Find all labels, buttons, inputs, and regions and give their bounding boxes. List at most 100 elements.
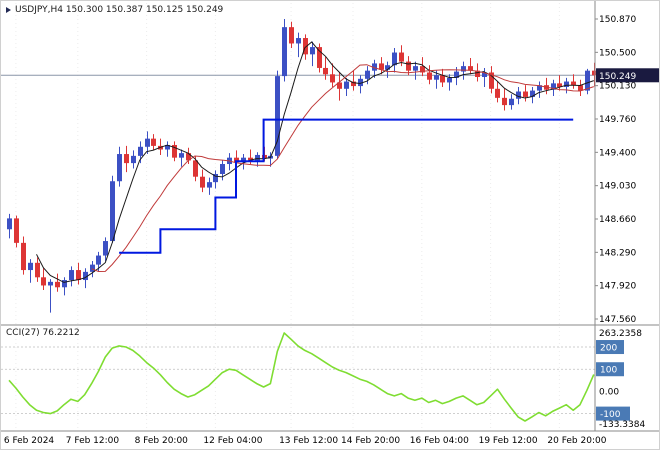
time-axis-label: 19 Feb 12:00	[479, 436, 538, 446]
price-axis-label: 150.500	[599, 48, 636, 58]
cci-level-badge	[596, 406, 630, 421]
candle-body	[124, 154, 129, 164]
candle-body	[365, 70, 370, 79]
ma-slow-line	[91, 64, 594, 273]
candle-body	[530, 90, 535, 97]
symbol-info: USDJPY,H4 150.300 150.387 150.125 150.24…	[6, 5, 223, 15]
cci-line	[8, 332, 595, 422]
candle-body	[392, 52, 397, 66]
candle-body	[413, 66, 418, 71]
candle-body	[358, 78, 363, 87]
candle-body	[330, 74, 335, 83]
candle-body	[289, 27, 294, 44]
candle-body	[399, 52, 404, 62]
candle-body	[48, 281, 53, 286]
candle-body	[151, 138, 156, 146]
candle-body	[96, 255, 101, 265]
candle-body	[110, 181, 115, 242]
candle-body	[145, 138, 150, 147]
price-axis-label: 148.290	[599, 248, 636, 258]
candle-body	[193, 160, 198, 177]
candle-body	[372, 63, 377, 71]
candle-body	[7, 218, 12, 230]
current-price-badge-label: 150.249	[599, 72, 636, 82]
candle-body	[564, 81, 569, 87]
cci-level-badge	[596, 340, 624, 355]
candle-body	[172, 144, 177, 158]
cci-level-badge-label: -100	[600, 410, 621, 420]
candle-body	[537, 85, 542, 91]
cci-level-badge	[596, 362, 624, 377]
candle-body	[21, 242, 26, 271]
candle-body	[516, 91, 521, 99]
candle-body	[296, 38, 301, 44]
ma-fast-line	[36, 41, 594, 283]
cci-indicator-label: CCI(27) 76.2212	[6, 328, 80, 338]
price-axis-label: 149.760	[599, 115, 636, 125]
candle-body	[557, 83, 562, 87]
candle-body	[131, 155, 136, 164]
cci-max-label: 263.2358	[599, 329, 642, 339]
price-axis-label: 150.870	[599, 15, 636, 25]
time-axis-label: 14 Feb 20:00	[341, 436, 400, 446]
candle-body	[344, 81, 349, 89]
candle-body	[200, 176, 205, 188]
time-axis-label: 16 Feb 04:00	[410, 436, 469, 446]
candle-body	[55, 281, 60, 288]
chart-symbol-icon	[6, 7, 11, 13]
candle-body	[138, 146, 143, 156]
candle-body	[351, 81, 356, 87]
candle-body	[578, 85, 583, 91]
candle-body	[117, 154, 122, 182]
candle-body	[179, 153, 184, 158]
step-support-line	[119, 118, 574, 254]
candle-body	[434, 75, 439, 80]
candle-body	[207, 182, 212, 188]
candle-body	[213, 173, 218, 183]
price-axis-label: 150.130	[599, 82, 636, 92]
candle-body	[509, 98, 514, 106]
candle-body	[523, 91, 528, 97]
time-axis-label: 20 Feb 20:00	[547, 436, 606, 446]
candle-body	[255, 154, 260, 161]
price-axis-label: 147.920	[599, 282, 636, 292]
candle-body	[571, 81, 576, 86]
candle-body	[489, 72, 494, 89]
time-axis-label: 13 Feb 12:00	[279, 436, 338, 446]
candle-body	[282, 27, 287, 77]
current-price-badge	[596, 68, 659, 83]
candle-body	[406, 61, 411, 71]
candle-body	[495, 88, 500, 98]
time-axis-label: 6 Feb 2024	[4, 436, 55, 446]
candle-body	[248, 157, 253, 161]
cci-level-badge-label: 100	[600, 366, 617, 376]
candle-body	[103, 241, 108, 256]
candle-body	[427, 72, 432, 80]
candle-body	[323, 67, 328, 75]
candle-body	[317, 47, 322, 68]
price-axis-label: 149.030	[599, 182, 636, 192]
candle-body	[165, 144, 170, 150]
candle-body	[454, 71, 459, 78]
candle-body	[379, 63, 384, 70]
candle-body	[220, 164, 225, 174]
candle-body	[310, 47, 315, 55]
price-axis-label: 149.400	[599, 148, 636, 158]
time-axis-label: 8 Feb 20:00	[135, 436, 189, 446]
candle-body	[502, 97, 507, 106]
candle-body	[461, 66, 466, 72]
price-axis-label: 148.660	[599, 215, 636, 225]
candle-body	[234, 157, 239, 163]
cci-zero-label: 0.00	[599, 387, 619, 397]
candle-body	[28, 262, 33, 271]
candle-body	[83, 271, 88, 281]
candle-body	[275, 76, 280, 156]
time-axis-label: 7 Feb 12:00	[66, 436, 120, 446]
symbol-ohlc-text: USDJPY,H4 150.300 150.387 150.125 150.24…	[15, 5, 224, 15]
candle-body	[90, 264, 95, 272]
candle-body	[14, 218, 19, 243]
candle-body	[468, 66, 473, 71]
candle-body	[303, 38, 308, 55]
